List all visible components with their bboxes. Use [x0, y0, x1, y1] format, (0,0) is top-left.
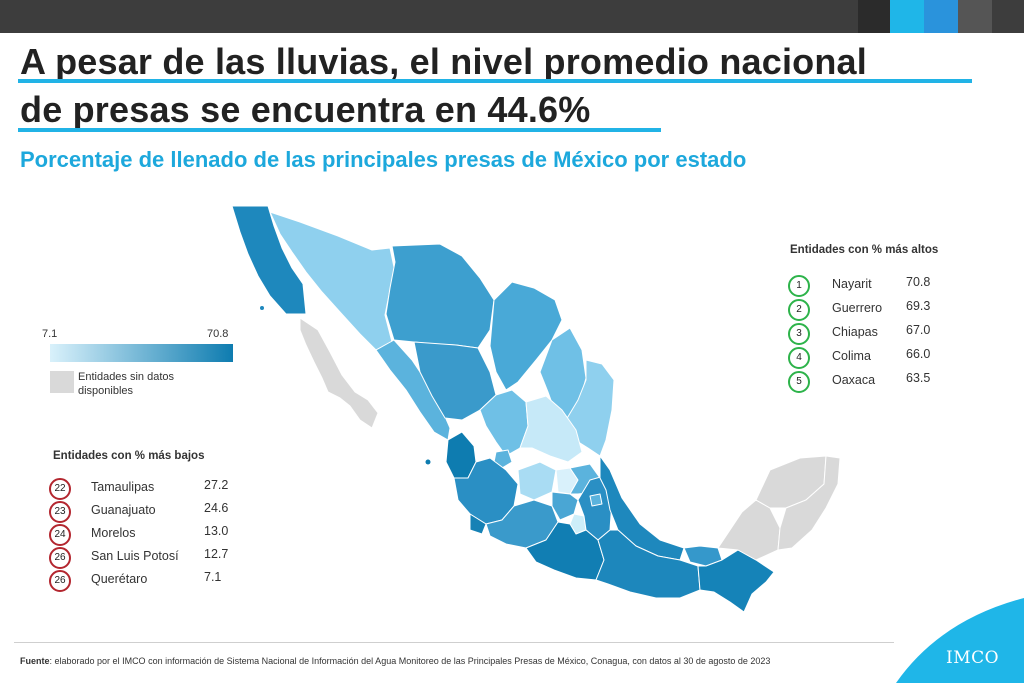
source-text: : elaborado por el IMCO con información … — [49, 656, 771, 666]
title-underline-1 — [18, 79, 972, 83]
ranking-row: 3 Chiapas 67.0 — [788, 323, 946, 345]
entity-name: Morelos — [91, 526, 136, 540]
ranking-row: 2 Guerrero 69.3 — [788, 299, 946, 321]
entity-value: 7.1 — [204, 570, 222, 584]
entity-name: Nayarit — [832, 277, 872, 291]
state-sinaloa — [375, 339, 451, 441]
island-islas-marias — [425, 459, 431, 465]
entity-name: Guerrero — [832, 301, 883, 315]
nodata-swatch — [50, 371, 74, 393]
entity-value: 12.7 — [204, 547, 229, 561]
ranking-row: 5 Oaxaca 63.5 — [788, 371, 946, 393]
ranking-row: 22 Tamaulipas 27.2 — [49, 478, 244, 500]
entity-value: 70.8 — [906, 275, 931, 289]
chart-subtitle: Porcentaje de llenado de las principales… — [20, 147, 747, 172]
page-title-line-2: de presas se encuentra en 44.6% — [20, 89, 591, 130]
entity-name: Guanajuato — [91, 503, 156, 517]
state-chiapas — [697, 549, 775, 613]
entity-name: Tamaulipas — [91, 480, 155, 494]
entity-value: 63.5 — [906, 371, 931, 385]
imco-logo: IMCO — [946, 648, 1000, 668]
rank-badge: 3 — [788, 323, 810, 345]
ranking-row: 24 Morelos 13.0 — [49, 524, 244, 546]
rank-badge: 1 — [788, 275, 810, 297]
source-label: Fuente — [20, 656, 50, 666]
color-scale-bar — [50, 344, 233, 362]
title-underline-2 — [18, 128, 661, 132]
topbar-block-dark — [858, 0, 890, 33]
topbar-block-blue — [924, 0, 958, 33]
ranking-row: 1 Nayarit 70.8 — [788, 275, 946, 297]
state-jalisco — [453, 457, 519, 525]
entity-value: 27.2 — [204, 478, 229, 492]
rank-badge: 26 — [49, 547, 71, 569]
rank-badge: 22 — [49, 478, 71, 500]
scale-max-label: 70.8 — [207, 328, 229, 340]
ranking-row: 4 Colima 66.0 — [788, 347, 946, 369]
entity-name: Chiapas — [832, 325, 878, 339]
state-campeche — [717, 499, 781, 561]
state-san-luis-potosi — [519, 395, 583, 463]
state-baja-california-sur — [299, 317, 379, 429]
rank-badge: 4 — [788, 347, 810, 369]
entity-name: Oaxaca — [832, 373, 876, 387]
topbar-block-grey — [958, 0, 992, 33]
state-tlaxcala — [589, 493, 603, 507]
state-tamaulipas — [565, 359, 615, 457]
nodata-label: Entidades sin datos disponibles — [78, 371, 175, 397]
state-aguascalientes — [493, 449, 513, 469]
scale-min-label: 7.1 — [42, 328, 58, 340]
ranking-row: 23 Guanajuato 24.6 — [49, 501, 244, 523]
entity-value: 24.6 — [204, 501, 229, 515]
topbar-block-cyan — [890, 0, 924, 33]
entity-value: 67.0 — [906, 323, 931, 337]
rank-badge: 5 — [788, 371, 810, 393]
footer-divider — [14, 642, 894, 643]
entity-value: 13.0 — [204, 524, 229, 538]
island-isla-guadalupe — [260, 306, 264, 310]
state-baja-california — [231, 205, 307, 315]
state-colima — [469, 513, 487, 535]
top-panel-title: Entidades con % más altos — [790, 244, 939, 256]
ranking-row: 26 Querétaro 7.1 — [49, 570, 244, 592]
entity-value: 66.0 — [906, 347, 931, 361]
top-bar — [0, 0, 1024, 33]
ranking-row: 26 San Luis Potosí 12.7 — [49, 547, 244, 569]
rank-badge: 23 — [49, 501, 71, 523]
rank-badge: 2 — [788, 299, 810, 321]
state-coahuila — [489, 281, 563, 391]
rank-badge: 24 — [49, 524, 71, 546]
rank-badge: 26 — [49, 570, 71, 592]
source-note: Fuente: elaborado por el IMCO con inform… — [20, 656, 770, 666]
entity-name: San Luis Potosí — [91, 549, 179, 563]
entity-value: 69.3 — [906, 299, 931, 313]
state-quintana-roo — [777, 455, 841, 551]
entity-name: Colima — [832, 349, 871, 363]
bottom-panel-title: Entidades con % más bajos — [53, 450, 205, 462]
page-title-line-1: A pesar de las lluvias, el nivel promedi… — [20, 41, 867, 82]
entity-name: Querétaro — [91, 572, 148, 586]
